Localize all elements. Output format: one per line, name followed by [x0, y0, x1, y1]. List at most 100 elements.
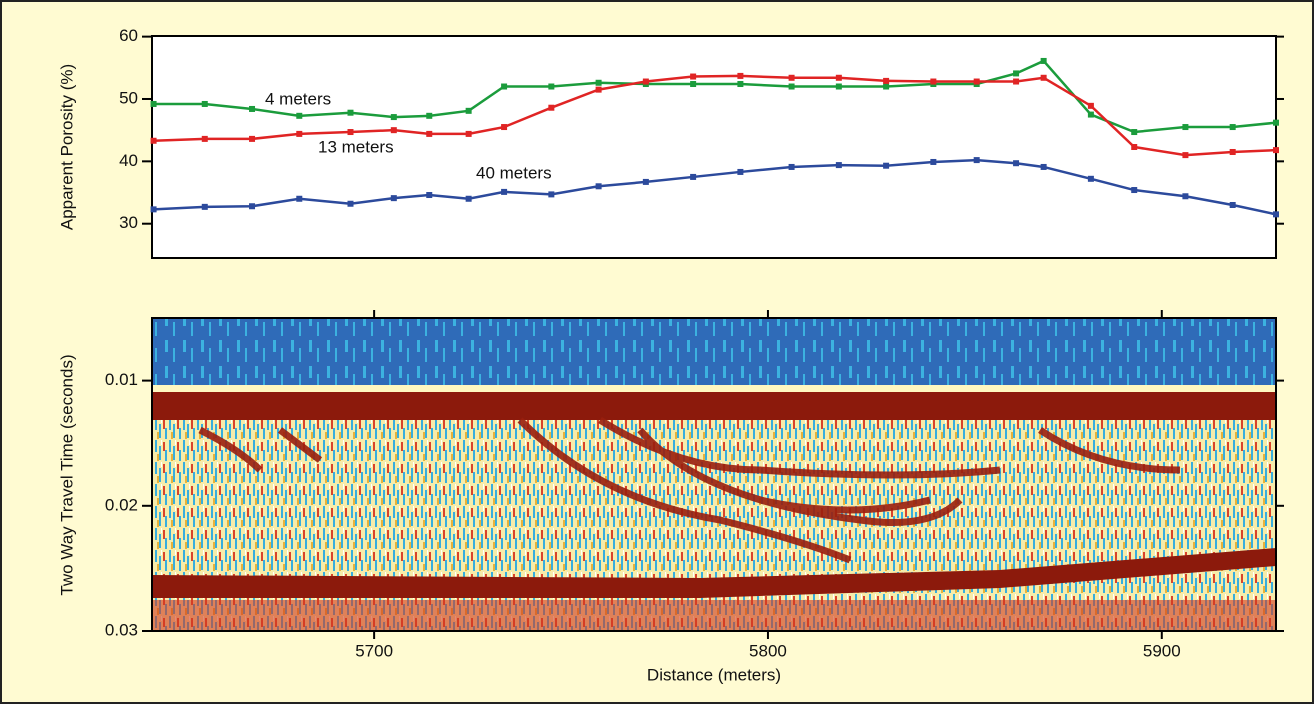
data-point [1131, 187, 1138, 194]
series-line [153, 74, 1277, 157]
data-point [296, 195, 303, 202]
data-point [201, 203, 208, 210]
data-point [1013, 70, 1020, 77]
data-point [465, 195, 472, 202]
data-point [690, 173, 697, 180]
data-point [788, 163, 795, 170]
data-point [1182, 124, 1189, 131]
data-point [737, 72, 744, 79]
data-point [426, 192, 433, 199]
data-point [1229, 124, 1236, 131]
top-frame [151, 35, 1277, 259]
data-point [1013, 160, 1020, 167]
data-point [390, 195, 397, 202]
data-point [1087, 102, 1094, 109]
data-point [296, 112, 303, 119]
data-point [737, 168, 744, 175]
data-point [1182, 193, 1189, 200]
seismic-band [152, 548, 1276, 598]
x-tick-label: 5800 [749, 641, 787, 660]
data-point [201, 100, 208, 107]
data-point [347, 129, 354, 136]
data-point [595, 86, 602, 93]
data-point [835, 162, 842, 169]
y-tick-label: 0.03 [105, 620, 138, 639]
data-point [150, 206, 157, 213]
seismic-band [152, 392, 1276, 420]
data-point [1131, 144, 1138, 150]
data-point [465, 130, 472, 137]
data-point [390, 114, 397, 121]
data-point [1040, 57, 1047, 64]
data-point [548, 191, 555, 198]
data-point [1087, 175, 1094, 182]
seismic-image [152, 318, 1276, 631]
series-line [153, 158, 1277, 216]
series-label: 4 meters [265, 89, 331, 108]
data-point [1273, 211, 1279, 218]
data-point [1229, 201, 1236, 208]
y-axis-label: Two Way Travel Time (seconds) [57, 354, 76, 595]
y-tick-label: 0.01 [105, 370, 138, 389]
data-point [973, 78, 980, 85]
x-tick-label: 5700 [355, 641, 393, 660]
seismic-reflectors [198, 417, 1181, 564]
x-axis-label: Distance (meters) [647, 665, 781, 684]
y-tick-label: 0.02 [105, 495, 138, 514]
data-point [501, 83, 508, 90]
y-tick-label: 40 [119, 151, 138, 170]
y-tick-label: 30 [119, 213, 138, 232]
seismic-seafloor [152, 385, 1276, 392]
data-point [1040, 74, 1047, 81]
data-point [465, 107, 472, 114]
data-point [1182, 152, 1189, 159]
data-point [1273, 119, 1279, 126]
data-point [930, 78, 937, 85]
data-point [249, 105, 256, 112]
series-label: 40 meters [476, 163, 552, 182]
bottom-frame [151, 317, 1277, 632]
data-point [347, 109, 354, 116]
data-point [835, 74, 842, 81]
data-point [150, 137, 157, 144]
data-point [930, 158, 937, 165]
y-tick-label: 50 [119, 88, 138, 107]
data-point [883, 77, 890, 84]
data-point [595, 79, 602, 86]
data-point [642, 78, 649, 85]
data-point [150, 100, 157, 107]
series-line [153, 59, 1277, 134]
data-point [347, 200, 354, 207]
data-point [390, 127, 397, 134]
data-point [883, 162, 890, 169]
data-point [1013, 78, 1020, 85]
data-point [426, 112, 433, 119]
data-point [690, 73, 697, 80]
data-point [249, 203, 256, 210]
data-point [1229, 148, 1236, 155]
y-tick-label: 60 [119, 26, 138, 45]
data-point [835, 83, 842, 90]
data-point [1040, 163, 1047, 170]
data-point [501, 124, 508, 131]
seismic-water [152, 318, 1276, 385]
data-point [973, 157, 980, 164]
y-axis-label: Apparent Porosity (%) [57, 64, 76, 230]
data-point [249, 135, 256, 142]
data-point [1087, 111, 1094, 118]
data-point [201, 135, 208, 142]
top-plot-area [152, 36, 1276, 258]
data-point [788, 83, 795, 90]
data-point [426, 130, 433, 137]
seismic-noise [152, 600, 1276, 631]
data-point [642, 178, 649, 185]
data-point [296, 130, 303, 137]
data-point [548, 83, 555, 90]
data-point [1131, 129, 1138, 136]
data-point [690, 81, 697, 88]
data-point [1273, 147, 1279, 154]
x-tick-label: 5900 [1143, 641, 1181, 660]
data-point [788, 74, 795, 81]
